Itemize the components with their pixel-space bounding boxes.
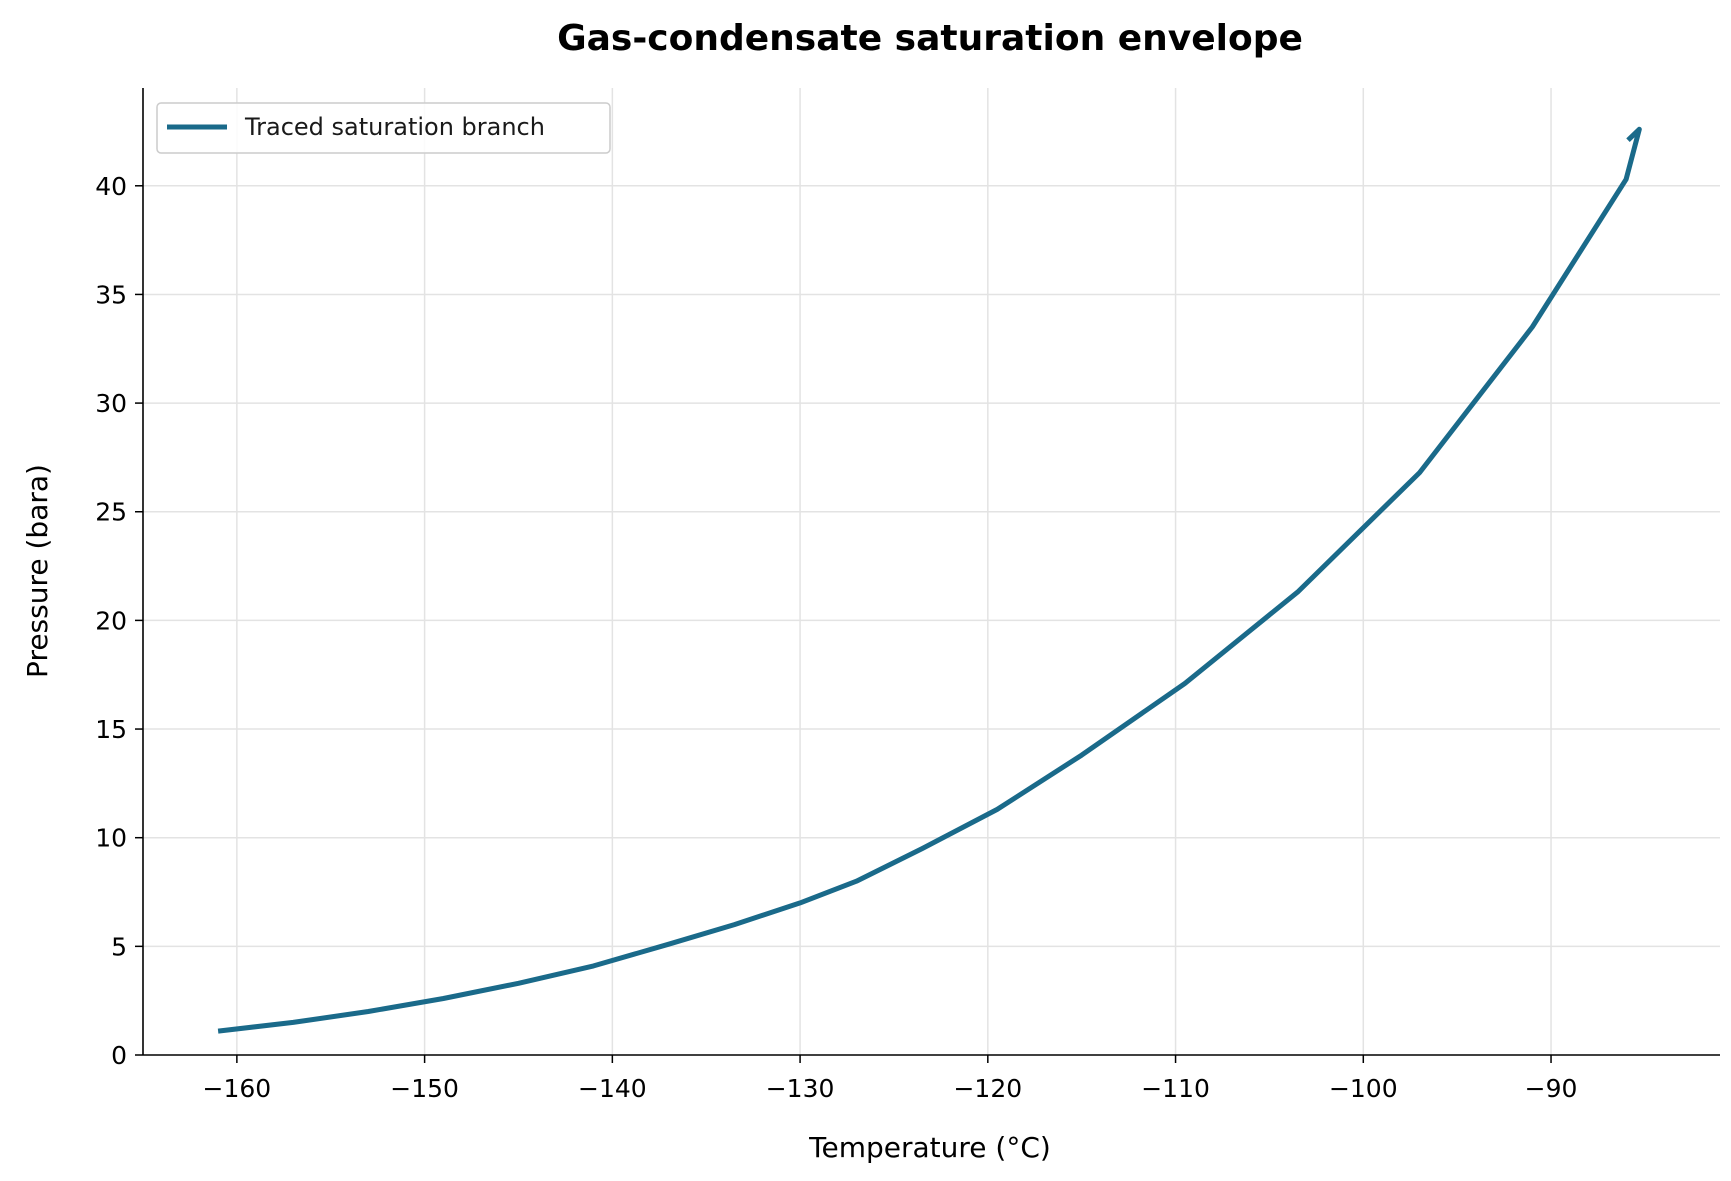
x-axis-label: Temperature (°C): [808, 1131, 1051, 1164]
y-tick-label: 25: [95, 498, 127, 527]
y-tick-label: 0: [111, 1041, 127, 1070]
grid: [143, 88, 1720, 1055]
plot-area: [217, 126, 1642, 1034]
x-tick-label: −140: [578, 1074, 647, 1103]
x-tick-label: −130: [766, 1074, 835, 1103]
y-tick-label: 5: [111, 932, 127, 961]
series-line: [217, 126, 1642, 1034]
x-tick-label: −110: [1141, 1074, 1210, 1103]
y-tick-label: 15: [95, 715, 127, 744]
y-tick-label: 35: [95, 280, 127, 309]
y-tick-label: 20: [95, 606, 127, 635]
y-tick-label: 10: [95, 824, 127, 853]
legend-label: Traced saturation branch: [244, 113, 545, 141]
legend-box: [156, 102, 611, 154]
y-tick-label: 30: [95, 389, 127, 418]
x-tick-label: −120: [953, 1074, 1022, 1103]
y-tick-label: 40: [95, 172, 127, 201]
x-axis-ticks: −160 −150 −140 −130 −120 −110 −100 −90: [203, 1055, 1578, 1103]
y-axis-ticks: 0 5 10 15 20 25 30 35 40: [95, 172, 143, 1070]
x-tick-label: −90: [1525, 1074, 1578, 1103]
x-tick-label: −160: [203, 1074, 272, 1103]
y-axis-label: Pressure (bara): [21, 464, 54, 678]
x-tick-label: −150: [390, 1074, 459, 1103]
x-tick-label: −100: [1329, 1074, 1398, 1103]
legend: Traced saturation branch: [156, 102, 611, 154]
chart-title: Gas-condensate saturation envelope: [557, 18, 1303, 59]
